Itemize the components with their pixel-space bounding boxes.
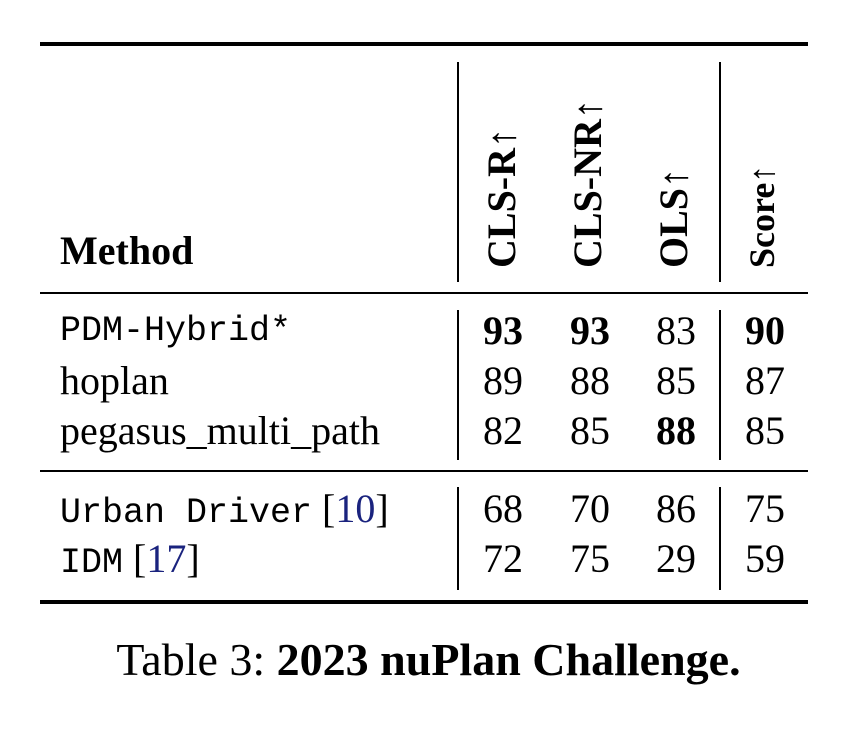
row-cls-r: 89: [483, 358, 523, 403]
row-score: 85: [745, 408, 785, 453]
row-cls-r: 82: [483, 408, 523, 453]
citation-link[interactable]: 10: [335, 486, 376, 531]
header-cls-r-label: CLS-R: [479, 147, 524, 268]
row-cls-nr: 85: [570, 408, 610, 453]
row-method-with-ref: Urban Driver [10]: [60, 486, 389, 536]
ref-close: ]: [375, 486, 389, 531]
method-separator-group1: [457, 310, 459, 460]
header-cls-nr-label: CLS-NR: [565, 119, 610, 268]
row-ols: 88: [656, 408, 696, 453]
row-method: pegasus_multi_path: [60, 408, 380, 453]
row-ols: 29: [656, 536, 696, 581]
row-method: hoplan: [60, 358, 169, 403]
top-rule: [40, 42, 808, 46]
ref-close: ]: [186, 536, 200, 581]
row-cls-nr: 88: [570, 358, 610, 403]
row-method: PDM-Hybrid*: [60, 311, 292, 351]
row-score: 90: [745, 308, 785, 353]
score-separator-header: [719, 62, 721, 282]
row-score: 75: [745, 486, 785, 531]
row-ols: 85: [656, 358, 696, 403]
row-method-with-ref: IDM [17]: [60, 536, 200, 586]
header-ols-arrow: ↑: [651, 167, 696, 188]
header-score-label: Score: [742, 182, 782, 268]
group-separator-rule: [40, 470, 808, 472]
caption-title: 2023 nuPlan Challenge.: [276, 634, 741, 685]
row-cls-nr: 70: [570, 486, 610, 531]
row-method: IDM: [60, 543, 124, 583]
citation-link[interactable]: 17: [146, 536, 187, 581]
ref-open: [: [312, 486, 336, 531]
method-separator-group2: [457, 487, 459, 590]
header-cls-nr: CLS-NR↑: [565, 99, 610, 268]
bottom-rule: [40, 600, 808, 604]
header-score: Score↑: [740, 165, 784, 268]
score-separator-group1: [719, 310, 721, 460]
header-ols: OLS↑: [651, 167, 696, 268]
row-score: 59: [745, 536, 785, 581]
row-cls-nr: 93: [570, 308, 610, 353]
caption-prefix: Table 3:: [116, 634, 277, 685]
header-ols-label: OLS: [651, 187, 696, 268]
row-cls-r: 68: [483, 486, 523, 531]
row-ols: 83: [656, 308, 696, 353]
row-ols: 86: [656, 486, 696, 531]
score-separator-group2: [719, 487, 721, 590]
row-method: Urban Driver: [60, 493, 313, 533]
header-cls-nr-arrow: ↑: [565, 99, 610, 120]
row-cls-nr: 75: [570, 536, 610, 581]
method-separator-header: [457, 62, 459, 282]
row-cls-r: 93: [483, 308, 523, 353]
header-cls-r-arrow: ↑: [479, 127, 524, 148]
header-score-arrow: ↑: [742, 164, 782, 183]
header-cls-r: CLS-R↑: [479, 127, 524, 268]
ref-open: [: [123, 536, 147, 581]
row-score: 87: [745, 358, 785, 403]
row-cls-r: 72: [483, 536, 523, 581]
header-method: Method: [60, 228, 194, 273]
header-rule: [40, 292, 808, 294]
table-caption: Table 3: 2023 nuPlan Challenge.: [0, 632, 857, 688]
